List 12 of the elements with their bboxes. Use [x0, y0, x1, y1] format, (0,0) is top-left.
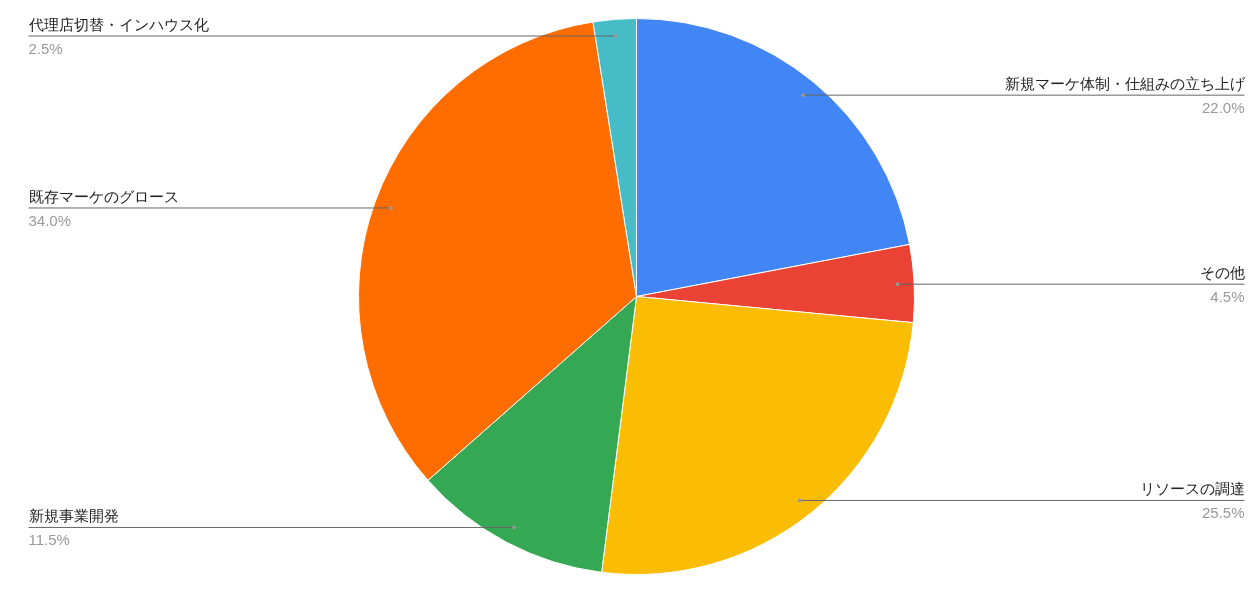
data-label: 22.0% — [1201, 99, 1245, 117]
data-label: 34.0% — [28, 211, 72, 229]
slice-label: 新規マーケ体制・仕組みの立ち上げ — [1004, 75, 1246, 93]
slice-label: 代理店切替・インハウス化 — [27, 15, 209, 33]
data-label: 11.5% — [28, 531, 70, 549]
slice-label: 新規事業開発 — [28, 507, 119, 525]
data-label: 25.5% — [1201, 504, 1245, 522]
data-label: 2.5% — [28, 39, 63, 57]
slice-label: その他 — [1199, 264, 1245, 282]
slice-label: リソースの調達 — [1139, 480, 1245, 498]
slice-label: 既存マーケのグロース — [28, 187, 179, 205]
data-label: 4.5% — [1210, 288, 1245, 306]
